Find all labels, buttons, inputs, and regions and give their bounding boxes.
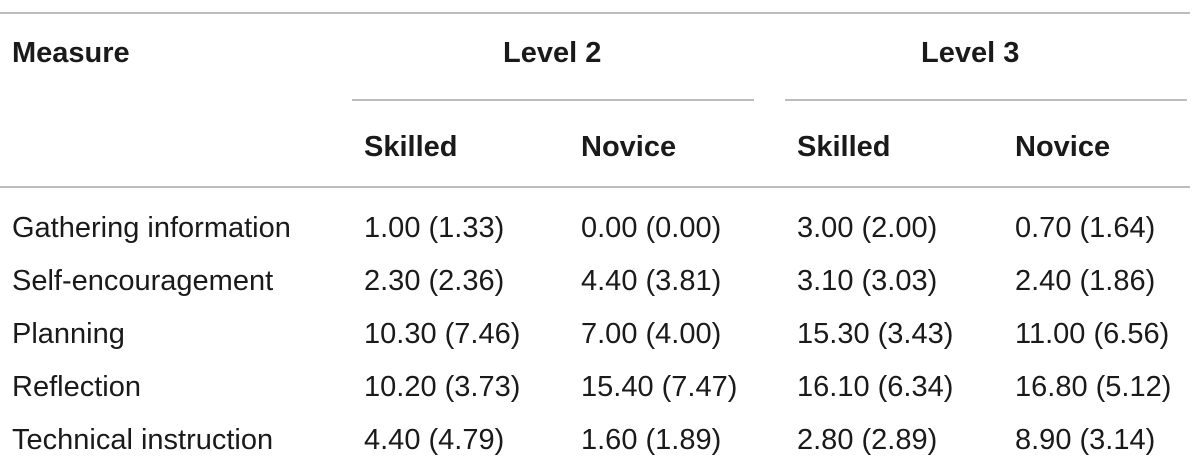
cell-l3-novice: 2.40 (1.86) — [1015, 265, 1156, 297]
cell-l2-skilled: 10.30 (7.46) — [364, 318, 521, 350]
cell-l2-skilled: 1.00 (1.33) — [364, 212, 505, 244]
row-measure: Technical instruction — [12, 424, 274, 456]
cell-l3-novice: 16.80 (5.12) — [1015, 371, 1172, 403]
cell-l3-skilled: 2.80 (2.89) — [797, 424, 938, 456]
cell-l2-novice: 1.60 (1.89) — [581, 424, 722, 456]
cell-l2-novice: 4.40 (3.81) — [581, 265, 722, 297]
cell-l2-novice: 7.00 (4.00) — [581, 318, 722, 350]
cell-l2-novice: 15.40 (7.47) — [581, 371, 738, 403]
cell-l3-skilled: 16.10 (6.34) — [797, 371, 954, 403]
header-level-3: Level 3 — [921, 37, 1020, 69]
cell-l2-skilled: 4.40 (4.79) — [364, 424, 505, 456]
row-measure: Reflection — [12, 371, 141, 403]
header-l2-novice: Novice — [581, 131, 677, 163]
cell-l2-skilled: 10.20 (3.73) — [364, 371, 521, 403]
header-measure: Measure — [12, 37, 130, 69]
header-level-2: Level 2 — [503, 37, 602, 69]
cell-l2-skilled: 2.30 (2.36) — [364, 265, 505, 297]
header-l3-skilled: Skilled — [797, 131, 891, 163]
cell-l3-skilled: 3.10 (3.03) — [797, 265, 938, 297]
cell-l2-novice: 0.00 (0.00) — [581, 212, 722, 244]
cell-l3-novice: 11.00 (6.56) — [1015, 318, 1170, 350]
level-2-rule — [352, 99, 754, 101]
header-l3-novice: Novice — [1015, 131, 1111, 163]
header-l2-skilled: Skilled — [364, 131, 458, 163]
row-measure: Self-encouragement — [12, 265, 274, 297]
cell-l3-skilled: 15.30 (3.43) — [797, 318, 954, 350]
row-measure: Planning — [12, 318, 125, 350]
header-rule — [0, 186, 1190, 188]
top-rule — [0, 12, 1190, 14]
level-3-rule — [785, 99, 1187, 101]
cell-l3-novice: 8.90 (3.14) — [1015, 424, 1156, 456]
row-measure: Gathering information — [12, 212, 291, 244]
cell-l3-novice: 0.70 (1.64) — [1015, 212, 1156, 244]
cell-l3-skilled: 3.00 (2.00) — [797, 212, 938, 244]
